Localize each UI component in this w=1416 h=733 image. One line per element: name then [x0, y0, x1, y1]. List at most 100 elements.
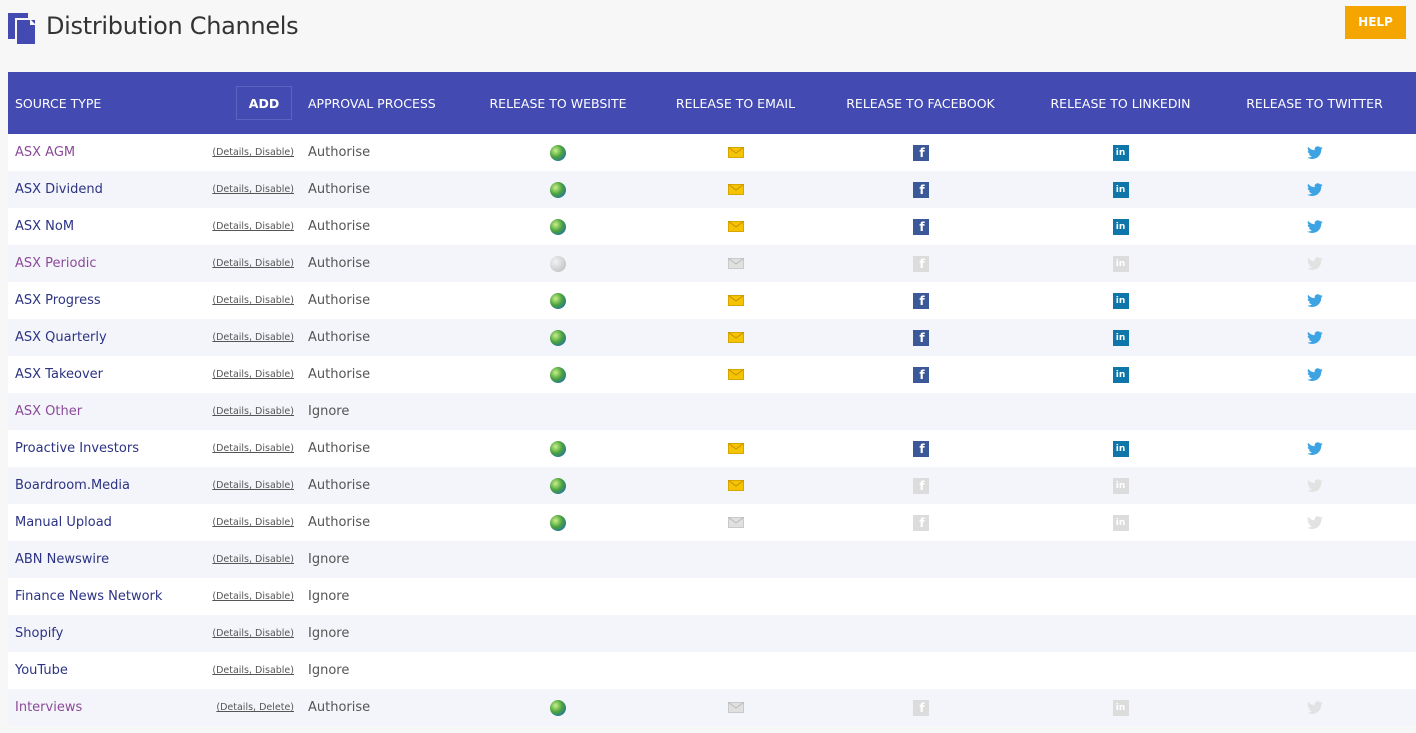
row-actions-links[interactable]: (Details, Disable)	[212, 517, 294, 528]
row-actions-links[interactable]: (Details, Disable)	[212, 443, 294, 454]
row-actions-links[interactable]: (Details, Disable)	[212, 406, 294, 417]
source-type-link[interactable]: Shopify	[15, 626, 64, 641]
row-actions-links[interactable]: (Details, Disable)	[212, 591, 294, 602]
linkedin-icon[interactable]: in	[1112, 292, 1129, 309]
twitter-bird-icon[interactable]	[1306, 256, 1323, 271]
row-actions-links[interactable]: (Details, Disable)	[212, 628, 294, 639]
row-actions-links[interactable]: (Details, Disable)	[212, 480, 294, 491]
linkedin-icon[interactable]: in	[1112, 181, 1129, 198]
cell-twitter	[1213, 504, 1416, 541]
globe-icon[interactable]	[550, 181, 566, 198]
twitter-bird-icon[interactable]	[1306, 441, 1323, 456]
globe-icon[interactable]	[550, 255, 566, 272]
row-actions-links[interactable]: (Details, Disable)	[212, 221, 294, 232]
facebook-icon[interactable]: f	[912, 440, 929, 457]
linkedin-icon[interactable]: in	[1112, 144, 1129, 161]
cell-linkedin: in	[1028, 319, 1213, 356]
twitter-bird-icon[interactable]	[1306, 145, 1323, 160]
row-actions-links[interactable]: (Details, Disable)	[212, 147, 294, 158]
envelope-icon[interactable]	[727, 702, 744, 713]
globe-icon[interactable]	[550, 514, 566, 531]
twitter-bird-icon[interactable]	[1306, 515, 1323, 530]
source-type-link[interactable]: YouTube	[15, 663, 68, 678]
source-type-link[interactable]: ASX NoM	[15, 219, 75, 234]
envelope-icon[interactable]	[727, 258, 744, 269]
source-type-link[interactable]: Interviews	[15, 700, 83, 715]
row-actions-links[interactable]: (Details, Disable)	[212, 184, 294, 195]
row-actions-links[interactable]: (Details, Disable)	[212, 258, 294, 269]
source-type-link[interactable]: Proactive Investors	[15, 441, 139, 456]
facebook-icon[interactable]: f	[912, 329, 929, 346]
facebook-icon[interactable]: f	[912, 144, 929, 161]
source-type-link[interactable]: ASX AGM	[15, 145, 76, 160]
facebook-icon[interactable]: f	[912, 255, 929, 272]
row-actions-links[interactable]: (Details, Disable)	[212, 369, 294, 380]
facebook-icon[interactable]: f	[912, 181, 929, 198]
twitter-bird-icon[interactable]	[1306, 293, 1323, 308]
cell-linkedin: in	[1028, 356, 1213, 393]
facebook-icon[interactable]: f	[912, 514, 929, 531]
envelope-icon[interactable]	[727, 147, 744, 158]
cell-email	[658, 319, 813, 356]
facebook-icon[interactable]: f	[912, 218, 929, 235]
twitter-bird-icon[interactable]	[1306, 700, 1323, 715]
source-type-link[interactable]: ASX Progress	[15, 293, 101, 308]
source-type-link[interactable]: Manual Upload	[15, 515, 112, 530]
source-type-link[interactable]: ASX Quarterly	[15, 330, 107, 345]
row-actions-links[interactable]: (Details, Disable)	[212, 554, 294, 565]
facebook-icon[interactable]: f	[912, 292, 929, 309]
source-type-link[interactable]: ASX Periodic	[15, 256, 97, 271]
globe-icon[interactable]	[550, 144, 566, 161]
source-type-link[interactable]: Boardroom.Media	[15, 478, 131, 493]
facebook-icon[interactable]: f	[912, 366, 929, 383]
facebook-icon[interactable]: f	[912, 477, 929, 494]
envelope-icon[interactable]	[727, 332, 744, 343]
linkedin-icon[interactable]: in	[1112, 440, 1129, 457]
add-button[interactable]: ADD	[236, 86, 292, 120]
envelope-icon[interactable]	[727, 369, 744, 380]
envelope-icon[interactable]	[727, 295, 744, 306]
cell-website	[458, 689, 658, 726]
envelope-icon[interactable]	[727, 443, 744, 454]
linkedin-icon[interactable]: in	[1112, 329, 1129, 346]
twitter-bird-icon[interactable]	[1306, 330, 1323, 345]
twitter-bird-icon[interactable]	[1306, 367, 1323, 382]
help-button[interactable]: HELP	[1345, 6, 1406, 39]
globe-icon[interactable]	[550, 699, 566, 716]
globe-icon[interactable]	[550, 440, 566, 457]
globe-icon[interactable]	[550, 329, 566, 346]
cell-facebook: f	[813, 171, 1028, 208]
source-type-link[interactable]: Finance News Network	[15, 589, 163, 604]
twitter-bird-icon[interactable]	[1306, 182, 1323, 197]
source-type-link[interactable]: ASX Dividend	[15, 182, 103, 197]
row-actions-links[interactable]: (Details, Delete)	[216, 702, 294, 713]
approval-process-value: Authorise	[308, 256, 371, 271]
table-row: ASX Dividend (Details, Disable) Authorise f…	[8, 171, 1416, 208]
globe-icon[interactable]	[550, 366, 566, 383]
linkedin-icon[interactable]: in	[1112, 514, 1129, 531]
row-actions-links[interactable]: (Details, Disable)	[212, 665, 294, 676]
twitter-bird-icon[interactable]	[1306, 478, 1323, 493]
facebook-icon[interactable]: f	[912, 699, 929, 716]
source-type-link[interactable]: ASX Takeover	[15, 367, 103, 382]
globe-icon[interactable]	[550, 218, 566, 235]
globe-icon[interactable]	[550, 477, 566, 494]
linkedin-icon[interactable]: in	[1112, 218, 1129, 235]
globe-icon[interactable]	[550, 292, 566, 309]
linkedin-icon[interactable]: in	[1112, 699, 1129, 716]
envelope-icon[interactable]	[727, 517, 744, 528]
row-actions-links[interactable]: (Details, Disable)	[212, 295, 294, 306]
envelope-icon[interactable]	[727, 480, 744, 491]
twitter-bird-icon[interactable]	[1306, 219, 1323, 234]
linkedin-icon[interactable]: in	[1112, 477, 1129, 494]
linkedin-icon[interactable]: in	[1112, 366, 1129, 383]
row-actions-links[interactable]: (Details, Disable)	[212, 332, 294, 343]
envelope-icon[interactable]	[727, 221, 744, 232]
cell-website	[458, 171, 658, 208]
cell-facebook	[813, 615, 1028, 652]
source-type-link[interactable]: ASX Other	[15, 404, 83, 419]
envelope-icon[interactable]	[727, 184, 744, 195]
page-header: Distribution Channels HELP	[0, 0, 1416, 72]
source-type-link[interactable]: ABN Newswire	[15, 552, 110, 567]
linkedin-icon[interactable]: in	[1112, 255, 1129, 272]
